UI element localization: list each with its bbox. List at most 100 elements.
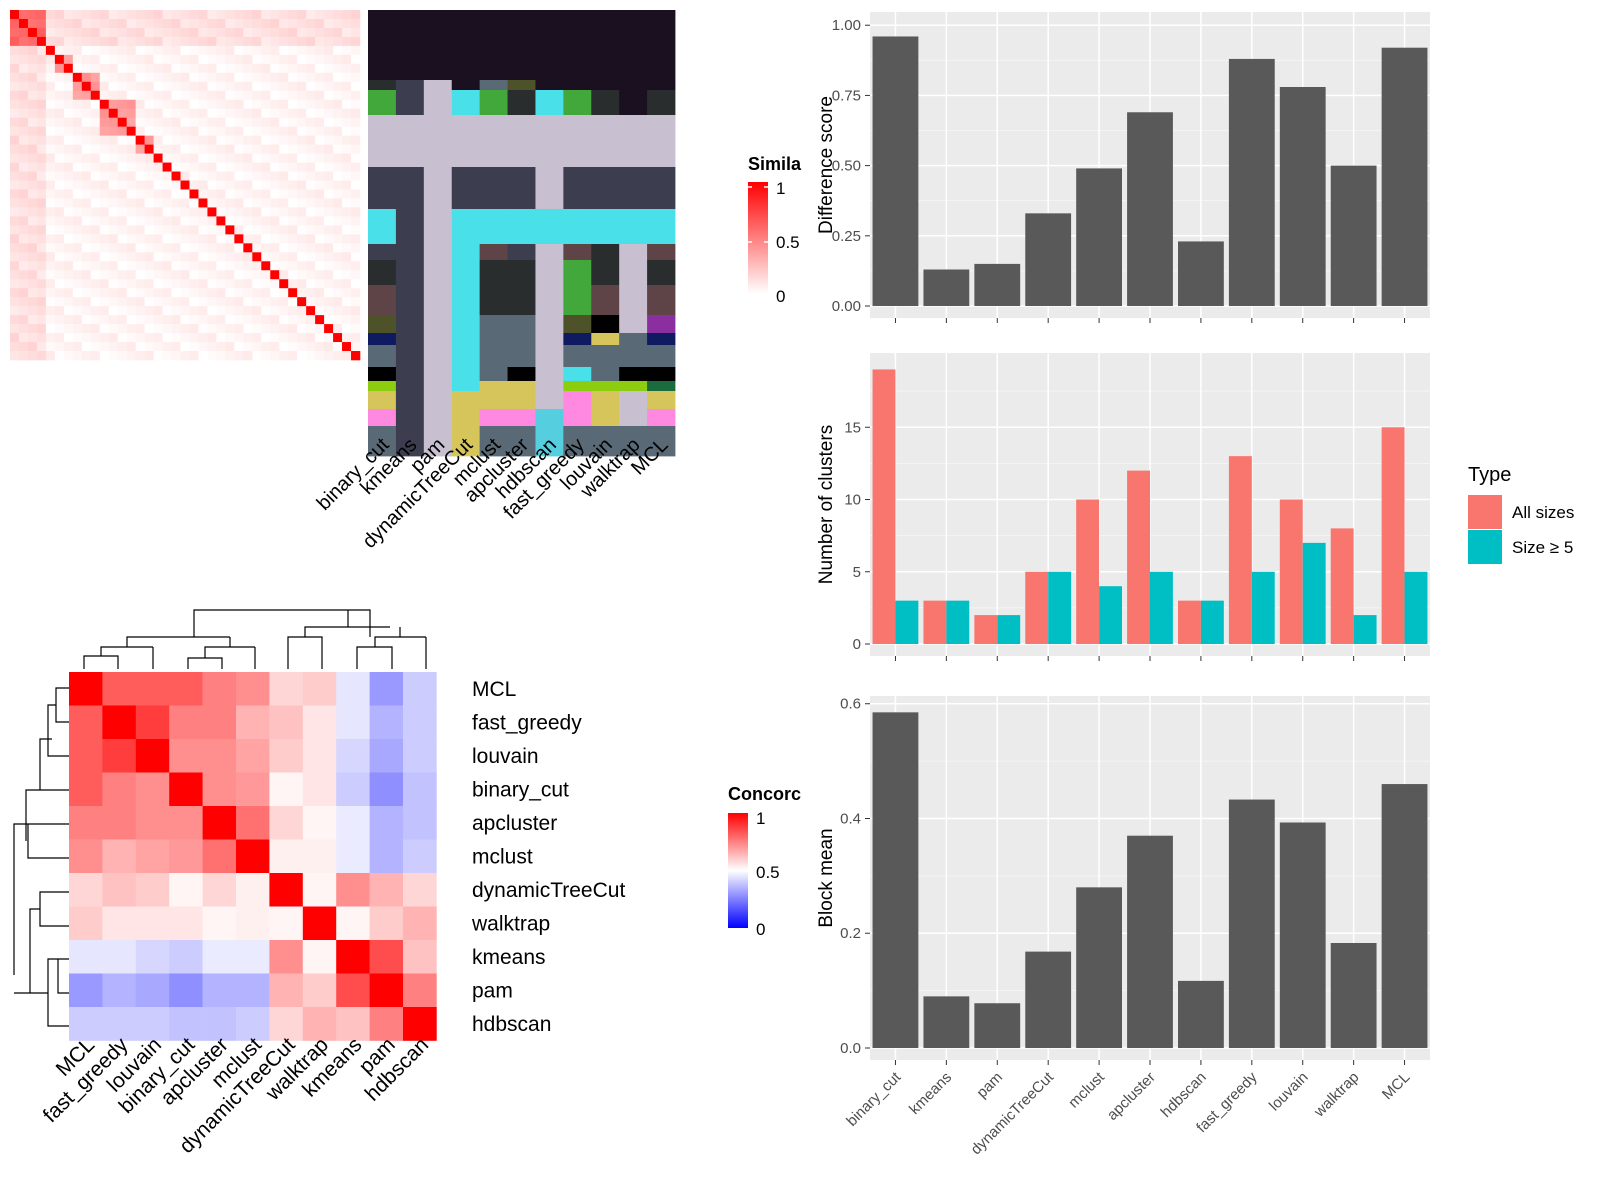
similarity-cell xyxy=(36,198,47,208)
similarity-cell xyxy=(252,297,262,307)
similarity-cell xyxy=(144,18,154,29)
cluster-annotation-cell xyxy=(507,315,536,334)
similarity-cell xyxy=(90,10,101,20)
similarity-cell xyxy=(153,90,163,101)
concordance-cell xyxy=(102,873,137,907)
similarity-cell xyxy=(10,261,20,271)
similarity-cell xyxy=(45,324,56,334)
bar xyxy=(1178,980,1224,1048)
similarity-cell xyxy=(135,63,145,74)
cluster-annotation-cell xyxy=(395,315,425,334)
concordance-cell xyxy=(169,672,203,706)
similarity-cell xyxy=(234,108,244,118)
similarity-cell xyxy=(81,288,92,298)
similarity-cell xyxy=(162,36,172,47)
similarity-cell xyxy=(135,117,145,127)
concordance-cell xyxy=(169,772,203,807)
similarity-cell xyxy=(171,198,181,208)
concordance-cell xyxy=(302,672,337,706)
cluster-annotation-cell xyxy=(563,409,592,427)
similarity-cell xyxy=(72,225,83,235)
similarity-cell xyxy=(117,243,127,253)
similarity-cell xyxy=(72,90,83,101)
concordance-heatmap xyxy=(69,672,437,1041)
similarity-cell xyxy=(81,189,92,199)
similarity-cell xyxy=(297,324,307,334)
bar-x-label: MCL xyxy=(1379,1069,1413,1103)
similarity-cell xyxy=(72,162,83,172)
similarity-cell xyxy=(72,45,83,56)
similarity-cell xyxy=(108,180,118,190)
similarity-cell xyxy=(198,99,208,110)
similarity-cell xyxy=(342,351,352,361)
similarity-cell xyxy=(261,189,271,199)
cluster-annotation-cell xyxy=(423,209,453,245)
similarity-cell xyxy=(81,333,92,343)
similarity-cell xyxy=(90,135,101,145)
similarity-cell xyxy=(126,234,136,244)
similarity-cell xyxy=(207,153,217,163)
type-legend-title: Type xyxy=(1468,464,1511,486)
similarity-cell xyxy=(144,297,154,307)
similarity-cell xyxy=(10,81,20,92)
similarity-cell xyxy=(90,297,101,307)
similarity-cell xyxy=(288,117,298,127)
similarity-cell xyxy=(333,126,343,136)
similarity-cell xyxy=(162,189,172,199)
similarity-cell xyxy=(324,198,334,208)
similarity-cell xyxy=(36,351,47,361)
concordance-cell xyxy=(236,1007,270,1041)
similarity-cell xyxy=(333,225,343,235)
similarity-cell xyxy=(162,279,172,289)
similarity-cell xyxy=(72,324,83,334)
concordance-cell xyxy=(202,839,237,874)
similarity-cell xyxy=(216,10,226,20)
similarity-cell xyxy=(153,117,163,127)
concordance-colorbar xyxy=(728,813,748,928)
similarity-cell xyxy=(36,342,47,352)
similarity-cell xyxy=(162,63,172,74)
cluster-annotation-cell xyxy=(507,260,536,286)
similarity-cell xyxy=(18,171,29,181)
similarity-cell xyxy=(27,252,38,262)
similarity-cell xyxy=(171,189,181,199)
similarity-cell xyxy=(207,333,217,343)
similarity-cell xyxy=(144,108,154,118)
similarity-cell xyxy=(351,207,361,217)
similarity-cell xyxy=(216,252,226,262)
similarity-cell xyxy=(81,216,92,226)
similarity-cell xyxy=(81,54,92,65)
similarity-cell xyxy=(99,10,110,20)
similarity-cell xyxy=(180,90,190,101)
similarity-legend-tick: 0.5 xyxy=(776,233,800,252)
similarity-cell xyxy=(126,189,136,199)
similarity-cell xyxy=(270,189,280,199)
similarity-cell xyxy=(54,189,65,199)
similarity-cell xyxy=(171,324,181,334)
similarity-cell xyxy=(234,90,244,101)
similarity-cell xyxy=(351,351,361,361)
similarity-cell xyxy=(270,54,280,65)
similarity-cell xyxy=(135,10,145,20)
similarity-cell xyxy=(279,99,289,110)
concordance-cell xyxy=(135,772,170,807)
concordance-cell xyxy=(102,739,137,773)
similarity-cell xyxy=(171,270,181,280)
similarity-cell xyxy=(270,324,280,334)
similarity-cell xyxy=(27,324,38,334)
similarity-cell xyxy=(63,27,74,38)
similarity-cell xyxy=(279,297,289,307)
cluster-annotation-cell xyxy=(395,409,425,427)
similarity-cell xyxy=(171,315,181,325)
similarity-cell xyxy=(279,63,289,74)
similarity-cell xyxy=(333,81,343,92)
concordance-cell xyxy=(135,672,170,706)
concordance-cell xyxy=(369,806,404,840)
similarity-cell xyxy=(81,171,92,181)
similarity-cell xyxy=(162,162,172,172)
similarity-cell xyxy=(117,171,127,181)
cluster-annotation-cell xyxy=(479,345,508,368)
similarity-cell xyxy=(252,342,262,352)
